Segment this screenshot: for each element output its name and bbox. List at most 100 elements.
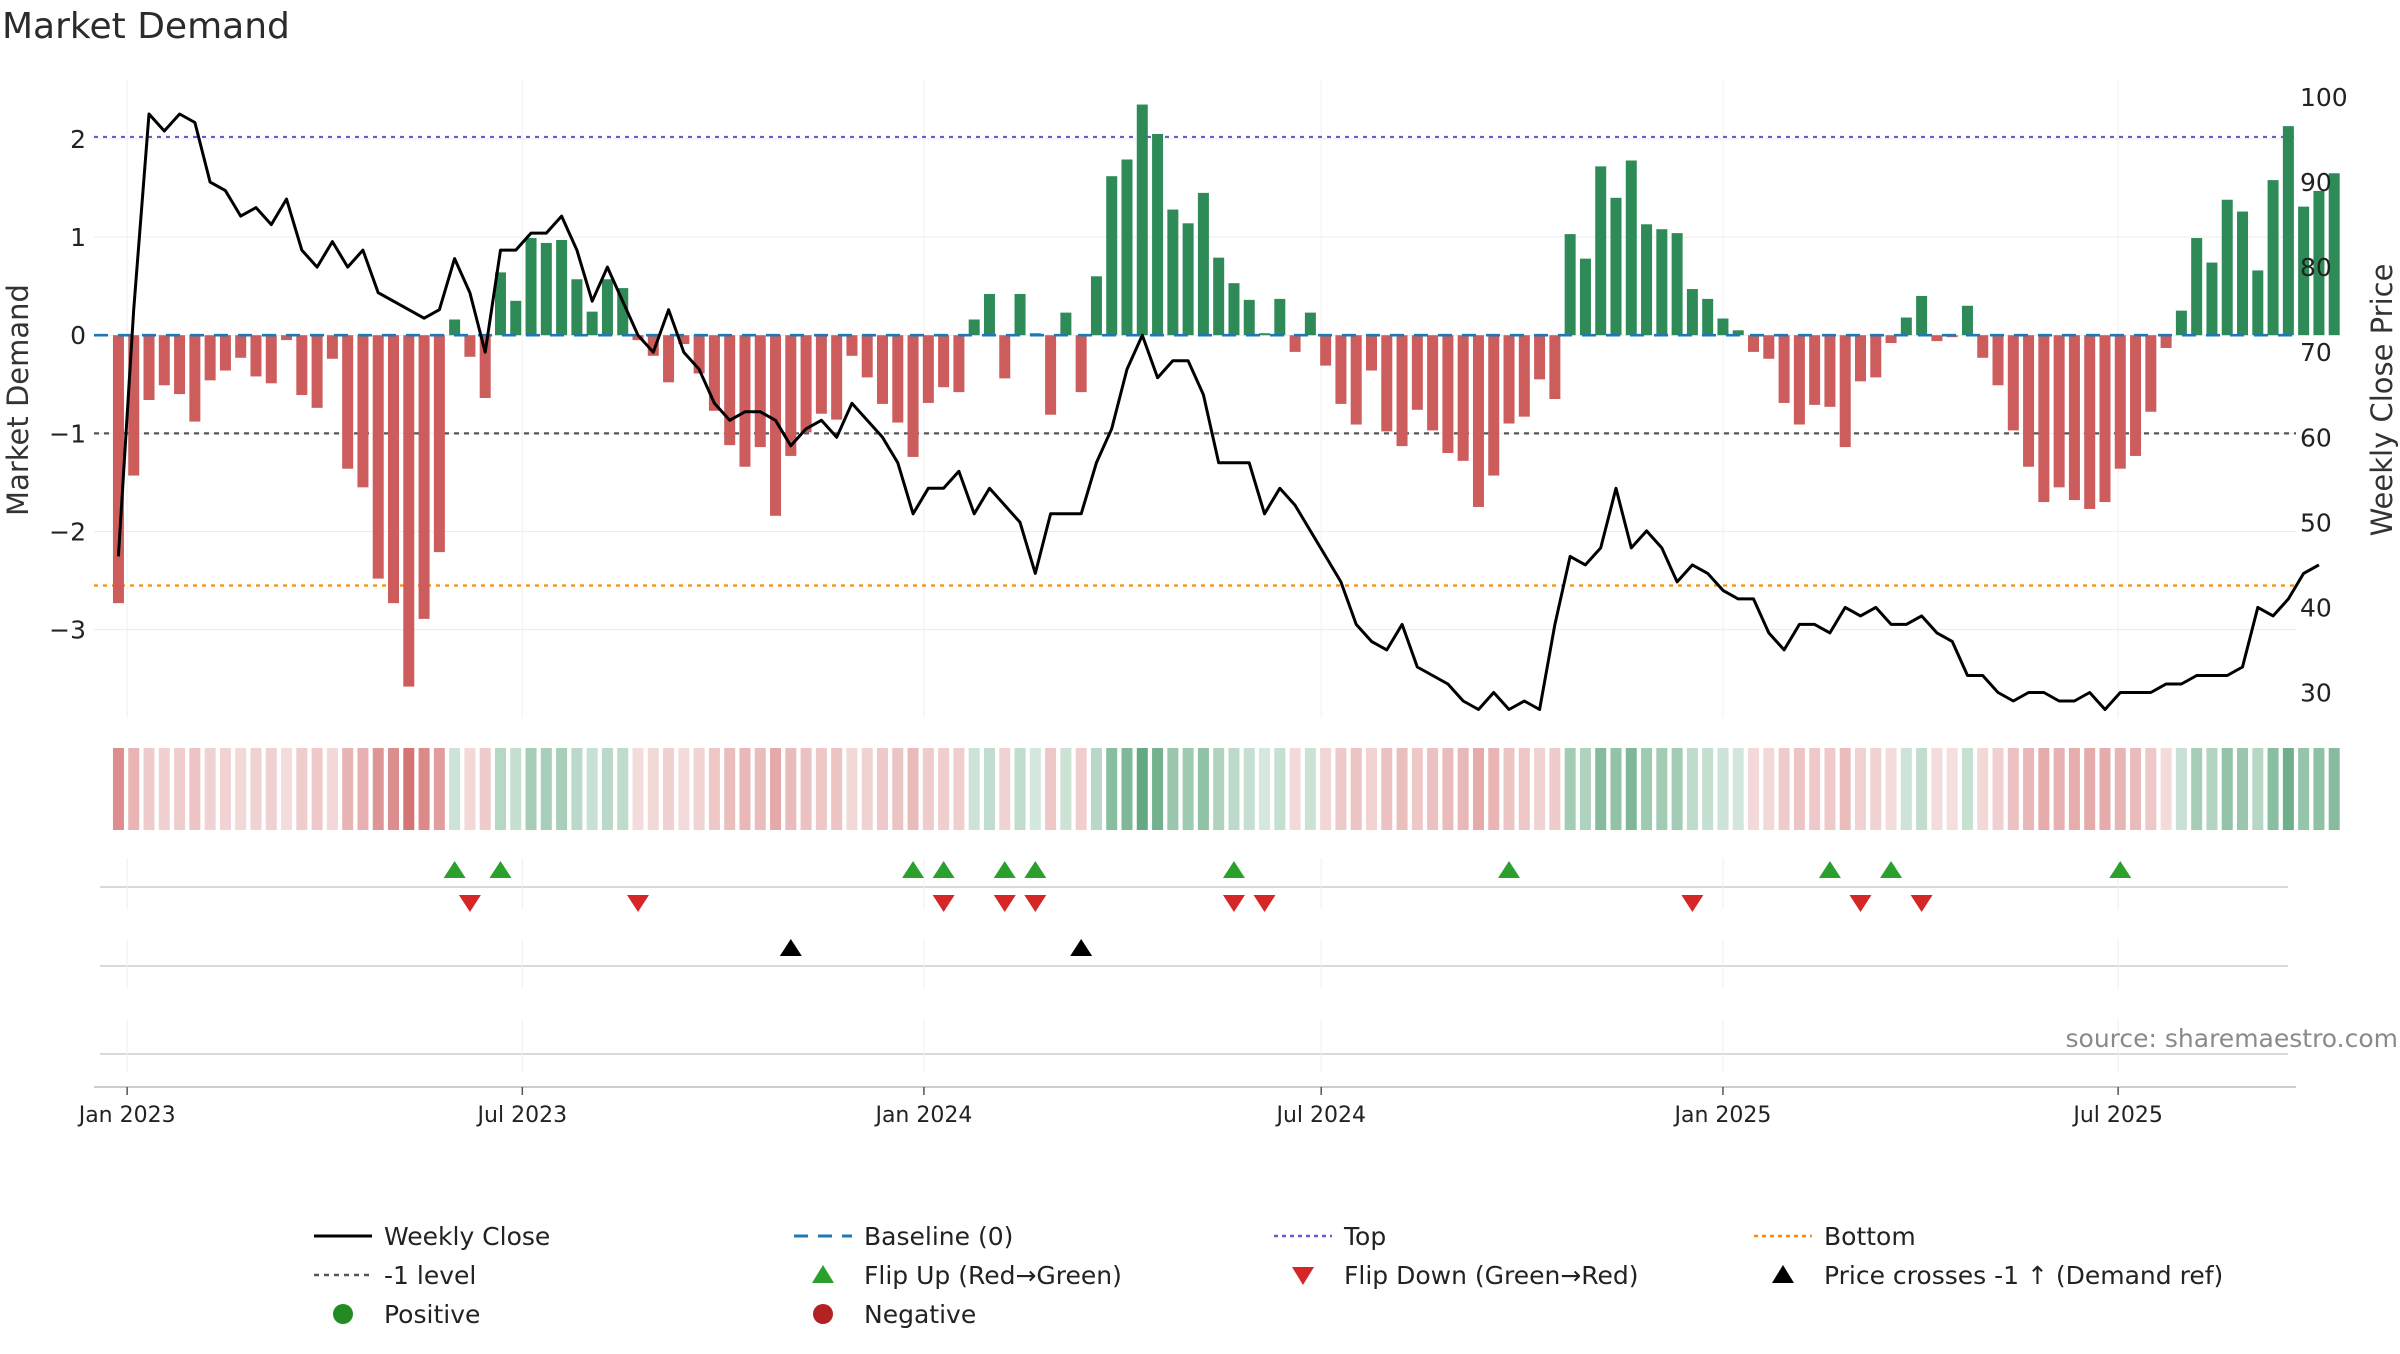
demand-bar-negative	[693, 335, 705, 374]
heat-cell	[342, 748, 354, 830]
legend-item-top: Top	[1274, 1222, 1386, 1251]
demand-bar-positive	[2267, 180, 2279, 336]
demand-bar-negative	[388, 335, 400, 604]
demand-bar-negative	[892, 335, 904, 423]
heat-cell	[2007, 748, 2019, 830]
heat-cell	[1946, 748, 1958, 830]
flip-up-marker	[2109, 861, 2132, 878]
date-tick-label: Jan 2024	[873, 1103, 972, 1128]
heat-cell	[1839, 748, 1851, 830]
demand-bar-negative	[831, 335, 843, 420]
flip-up-marker	[902, 861, 925, 878]
demand-bar-positive	[1961, 305, 1973, 336]
heat-cell	[724, 748, 736, 830]
heat-cell	[1411, 748, 1423, 830]
demand-bar-negative	[281, 335, 293, 341]
demand-bar-positive	[2282, 126, 2294, 336]
heat-cell	[1641, 748, 1653, 830]
heat-cell	[235, 748, 247, 830]
demand-bar-negative	[2084, 335, 2096, 509]
demand-bar-negative	[1457, 335, 1469, 461]
demand-bar-positive	[1274, 298, 1286, 336]
demand-bar-positive	[1152, 133, 1164, 336]
heat-cell	[1029, 748, 1041, 830]
demand-bar-negative	[1396, 335, 1408, 447]
demand-bar-negative	[953, 335, 965, 393]
demand-bar-positive	[2237, 211, 2249, 336]
demand-bar-negative	[311, 335, 323, 408]
demand-bar-negative	[1854, 335, 1866, 382]
demand-bar-negative	[235, 335, 247, 358]
heat-cell	[1702, 748, 1714, 830]
demand-bar-negative	[1839, 335, 1851, 448]
demand-bar-negative	[326, 335, 338, 359]
demand-bar-positive	[1916, 295, 1928, 336]
heat-cell	[250, 748, 262, 830]
demand-bar-negative	[2068, 335, 2080, 501]
heat-cell	[1442, 748, 1454, 830]
demand-bar-negative	[632, 335, 644, 341]
heat-cell	[785, 748, 797, 830]
legend-label: Flip Down (Green→Red)	[1344, 1261, 1639, 1290]
heat-cell	[1274, 748, 1286, 830]
demand-bar-negative	[1350, 335, 1362, 425]
heat-cell	[601, 748, 613, 830]
heat-cell	[1167, 748, 1179, 830]
demand-bar-negative	[1503, 335, 1515, 424]
legend-swatch	[333, 1304, 353, 1324]
demand-bar-negative	[1778, 335, 1790, 403]
heat-cell	[281, 748, 293, 830]
heat-cell	[1534, 748, 1546, 830]
heat-cell	[739, 748, 751, 830]
legend-label: Weekly Close	[384, 1222, 550, 1251]
heat-cell	[372, 748, 384, 830]
demand-bar-positive	[1136, 104, 1148, 336]
legend-label: Positive	[384, 1300, 480, 1329]
demand-bar-positive	[1167, 209, 1179, 336]
heat-cell	[1610, 748, 1622, 830]
heat-cell	[112, 748, 124, 830]
y2-tick-label: 50	[2300, 508, 2332, 537]
heat-cell	[326, 748, 338, 830]
heat-cell	[296, 748, 308, 830]
demand-bar-negative	[250, 335, 262, 377]
demand-bar-negative	[219, 335, 231, 371]
demand-bar-negative	[204, 335, 216, 381]
legend-swatch	[1772, 1265, 1794, 1283]
demand-bar-positive	[1182, 223, 1194, 336]
heat-cell	[1763, 748, 1775, 830]
demand-bar-positive	[2206, 262, 2218, 336]
date-tick-label: Jan 2023	[77, 1103, 176, 1128]
y-tick-label: −1	[49, 419, 86, 448]
heat-cell	[525, 748, 537, 830]
heat-cell	[647, 748, 659, 830]
legend-item-price_cross: Price crosses -1 ↑ (Demand ref)	[1772, 1261, 2223, 1290]
date-tick-label: Jul 2025	[2071, 1103, 2163, 1128]
legend-item-flip_up: Flip Up (Red→Green)	[812, 1261, 1122, 1290]
demand-bar-negative	[2130, 335, 2142, 456]
demand-bar-negative	[1748, 335, 1760, 352]
heat-cell	[1992, 748, 2004, 830]
heat-cell	[2130, 748, 2142, 830]
flip-down-marker	[1253, 895, 1276, 912]
demand-bar-negative	[433, 335, 445, 553]
demand-bar-negative	[464, 335, 476, 357]
demand-bar-positive	[1656, 229, 1668, 336]
flip-up-marker	[443, 861, 466, 878]
demand-bar-negative	[1793, 335, 1805, 425]
demand-bar-negative	[2023, 335, 2035, 467]
demand-bar-negative	[647, 335, 659, 356]
heat-cell	[892, 748, 904, 830]
demand-bar-negative	[1931, 335, 1943, 342]
heat-cell	[1793, 748, 1805, 830]
heat-cell	[2160, 748, 2172, 830]
heat-cell	[540, 748, 552, 830]
demand-bar-positive	[2313, 190, 2325, 336]
heat-cell	[831, 748, 843, 830]
legend: Weekly Close Baseline (0) Top Bottom -1 leve…	[314, 1222, 2223, 1329]
demand-bar-positive	[449, 319, 461, 336]
heat-cell	[1304, 748, 1316, 830]
demand-bar-negative	[2053, 335, 2065, 488]
demand-bar-negative	[754, 335, 766, 448]
